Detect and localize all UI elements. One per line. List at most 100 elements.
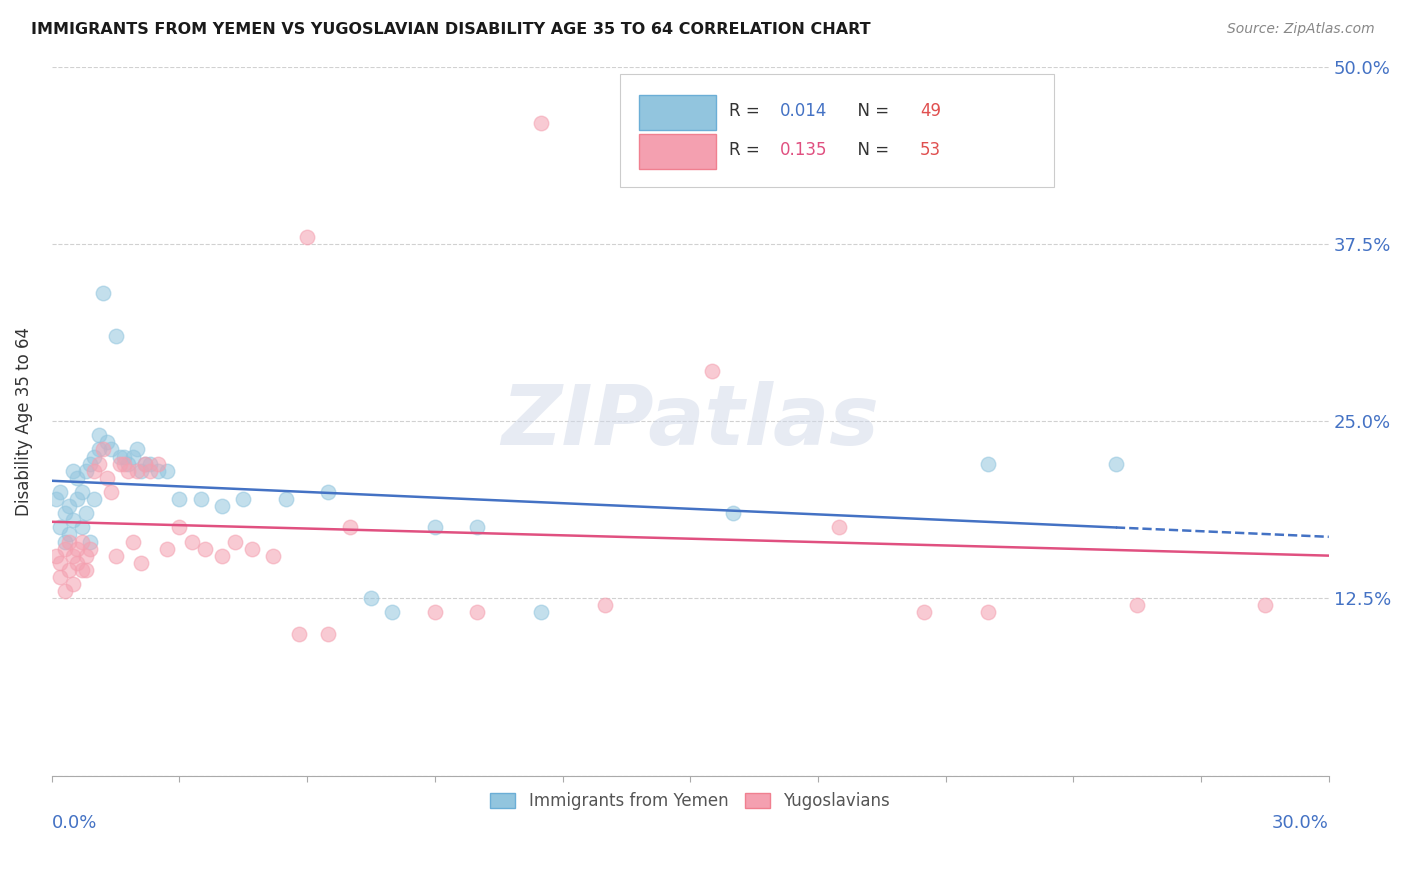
Point [121,450,143,464]
Point [121,534,143,549]
Point [70,563,93,577]
Point [194,541,217,556]
Point [70,534,93,549]
Text: N =: N = [848,141,894,160]
Point [58,534,80,549]
Point [381,606,404,620]
Point [83,464,105,478]
Point [1126,599,1149,613]
Point [1254,599,1277,613]
Point [66,471,89,485]
Point [83,491,105,506]
Point [79,534,101,549]
Point [593,599,616,613]
Text: N =: N = [848,102,894,120]
Point [108,450,131,464]
Point [104,329,127,343]
Point [274,491,297,506]
Point [190,491,212,506]
Point [169,520,191,534]
Text: 53: 53 [920,141,941,160]
Point [112,450,135,464]
Point [295,229,318,244]
Point [117,464,139,478]
Text: Source: ZipAtlas.com: Source: ZipAtlas.com [1227,22,1375,37]
Point [125,464,148,478]
Point [530,116,553,130]
Point [181,534,204,549]
Point [339,520,361,534]
Text: R =: R = [728,141,765,160]
Point [66,556,89,570]
Text: 0.0%: 0.0% [52,814,97,832]
Text: ZIPatlas: ZIPatlas [502,381,879,461]
Point [53,534,76,549]
Point [146,464,169,478]
Point [129,464,152,478]
Point [138,464,160,478]
Text: 0.135: 0.135 [780,141,827,160]
Point [125,442,148,457]
Text: 0.014: 0.014 [780,102,827,120]
Point [87,457,110,471]
Point [134,457,156,471]
Point [96,435,118,450]
Point [1105,457,1128,471]
Point [70,485,93,500]
Point [45,491,67,506]
Point [62,577,84,591]
Point [156,541,179,556]
Point [112,457,135,471]
Point [134,457,156,471]
Point [75,563,97,577]
Point [91,442,114,457]
Point [75,464,97,478]
Point [75,506,97,520]
Point [53,584,76,599]
Point [108,457,131,471]
Point [977,457,1000,471]
Text: R =: R = [728,102,765,120]
Point [66,491,89,506]
Point [211,499,233,513]
Point [129,556,152,570]
Point [138,457,160,471]
Point [224,534,246,549]
Point [360,591,382,606]
Point [62,549,84,563]
Point [318,626,340,640]
Point [240,541,263,556]
FancyBboxPatch shape [640,134,716,169]
Point [49,485,72,500]
Point [104,549,127,563]
Point [169,491,191,506]
Point [530,606,553,620]
Point [62,464,84,478]
Point [70,520,93,534]
Point [117,457,139,471]
Point [287,626,309,640]
Y-axis label: Disability Age 35 to 64: Disability Age 35 to 64 [15,326,32,516]
Point [79,541,101,556]
Point [87,442,110,457]
Point [100,442,122,457]
Point [211,549,233,563]
Point [700,364,723,378]
Point [49,556,72,570]
Point [53,506,76,520]
Point [977,606,1000,620]
Point [423,520,446,534]
Point [262,549,284,563]
Point [45,549,67,563]
Point [96,471,118,485]
Point [467,606,489,620]
FancyBboxPatch shape [640,95,716,130]
Legend: Immigrants from Yemen, Yugoslavians: Immigrants from Yemen, Yugoslavians [484,786,897,817]
Point [721,506,744,520]
Point [58,499,80,513]
Point [83,450,105,464]
Point [58,563,80,577]
Point [156,464,179,478]
Point [49,520,72,534]
Point [79,457,101,471]
